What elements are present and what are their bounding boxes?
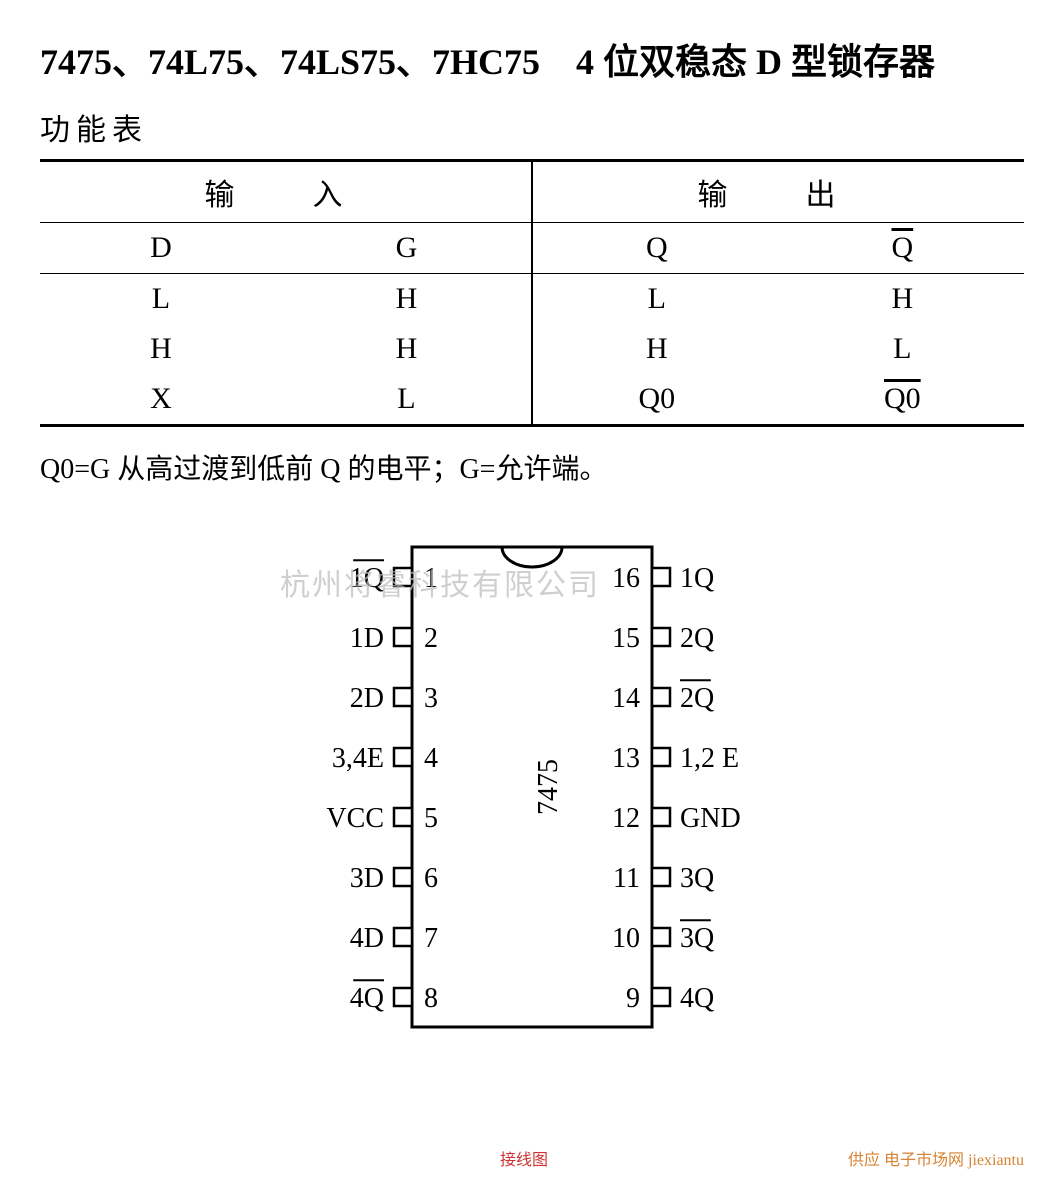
table-cell: H	[532, 324, 781, 374]
table-note: Q0=G 从高过渡到低前 Q 的电平；G=允许端。	[40, 447, 1024, 487]
svg-text:3D: 3D	[350, 863, 384, 894]
table-cell: X	[40, 374, 282, 426]
svg-text:4: 4	[424, 743, 438, 774]
table-cell: Q0	[532, 374, 781, 426]
svg-text:13: 13	[612, 743, 640, 774]
table-cell: H	[781, 273, 1024, 324]
svg-text:3Q: 3Q	[680, 863, 714, 894]
chip-diagram: 7475 1 1Q 2 1D 3 2D 4 3,4E 5 VCC 6 3D 7 4D 8 4Q 16 1Q 15 2Q 1…	[40, 527, 1024, 1047]
col-d: D	[40, 222, 282, 273]
svg-text:14: 14	[612, 683, 640, 714]
table-cell: Q0	[781, 374, 1024, 426]
svg-text:7475: 7475	[533, 759, 564, 815]
svg-text:3: 3	[424, 683, 438, 714]
svg-text:11: 11	[613, 863, 640, 894]
svg-text:1Q: 1Q	[350, 563, 384, 594]
table-cell: L	[40, 273, 282, 324]
table-cell: H	[282, 324, 532, 374]
svg-text:2Q: 2Q	[680, 623, 714, 654]
svg-text:7: 7	[424, 923, 438, 954]
svg-text:1D: 1D	[350, 623, 384, 654]
svg-text:15: 15	[612, 623, 640, 654]
svg-text:4Q: 4Q	[680, 983, 714, 1014]
watermark-corner: 供应 电子市场网 jiexiantu	[848, 1146, 1024, 1170]
svg-text:2D: 2D	[350, 683, 384, 714]
svg-text:5: 5	[424, 803, 438, 834]
svg-text:9: 9	[626, 983, 640, 1014]
svg-text:VCC: VCC	[326, 803, 384, 834]
output-header: 输 出	[532, 160, 1024, 222]
table-cell: H	[40, 324, 282, 374]
svg-text:2: 2	[424, 623, 438, 654]
page-title: 7475、74L75、74LS75、7HC75 4 位双稳态 D 型锁存器	[40, 30, 1024, 95]
svg-text:1Q: 1Q	[680, 563, 714, 594]
function-table: 输 入 输 出 D G Q Q L H L H H H H L X L Q0 Q…	[40, 159, 1024, 427]
svg-text:2Q: 2Q	[680, 683, 714, 714]
watermark-small: 接线图	[500, 1146, 548, 1170]
svg-text:12: 12	[612, 803, 640, 834]
svg-text:GND: GND	[680, 803, 741, 834]
svg-text:16: 16	[612, 563, 640, 594]
table-cell: H	[282, 273, 532, 324]
svg-text:3,4E: 3,4E	[332, 743, 384, 774]
table-caption: 功能表	[40, 105, 1024, 149]
svg-text:1,2 E: 1,2 E	[680, 743, 739, 774]
table-cell: L	[781, 324, 1024, 374]
col-g: G	[282, 222, 532, 273]
svg-text:6: 6	[424, 863, 438, 894]
col-q: Q	[532, 222, 781, 273]
svg-text:1: 1	[424, 563, 438, 594]
chip-svg: 7475 1 1Q 2 1D 3 2D 4 3,4E 5 VCC 6 3D 7 4D 8 4Q 16 1Q 15 2Q 1…	[252, 527, 812, 1047]
svg-text:4Q: 4Q	[350, 983, 384, 1014]
svg-text:10: 10	[612, 923, 640, 954]
table-cell: L	[532, 273, 781, 324]
svg-text:3Q: 3Q	[680, 923, 714, 954]
input-header: 输 入	[40, 160, 532, 222]
col-qbar: Q	[781, 222, 1024, 273]
table-cell: L	[282, 374, 532, 426]
svg-text:8: 8	[424, 983, 438, 1014]
svg-text:4D: 4D	[350, 923, 384, 954]
